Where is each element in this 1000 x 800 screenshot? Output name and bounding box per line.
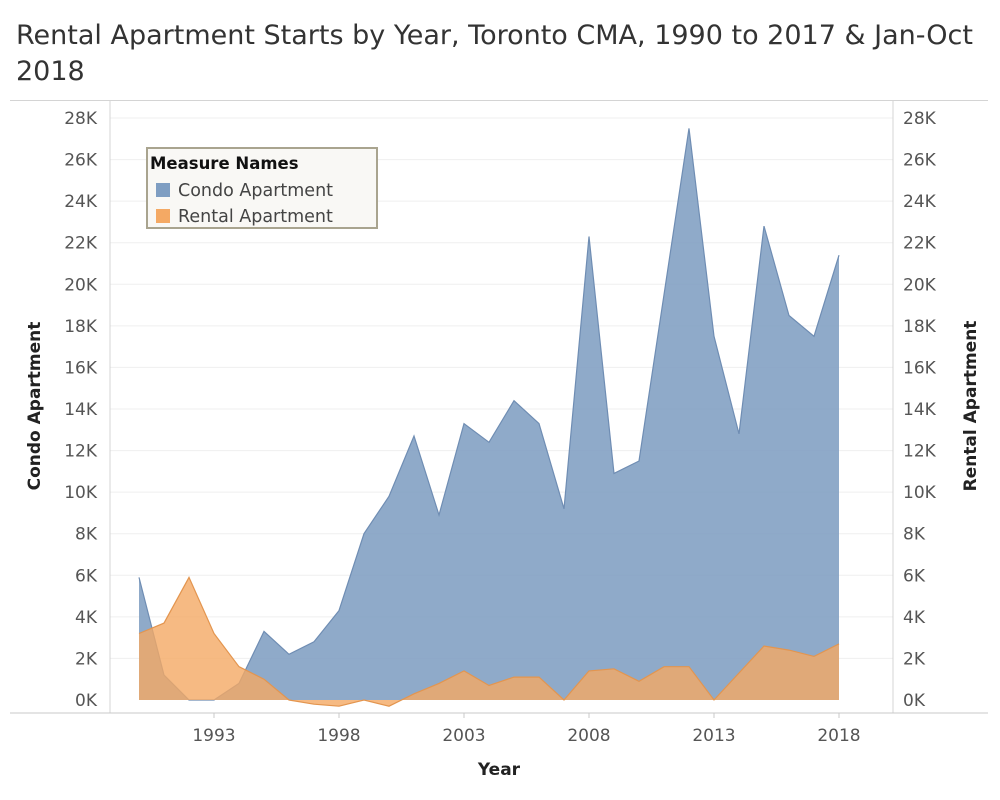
- legend: Measure Names Condo Apartment Rental Apa…: [146, 147, 378, 229]
- y-tick-right: 18K: [903, 317, 937, 337]
- x-tick-label: 2018: [817, 726, 860, 746]
- x-tick-label: 1993: [192, 726, 235, 746]
- legend-label-condo: Condo Apartment: [178, 181, 334, 201]
- x-tick-label: 2008: [567, 726, 610, 746]
- area-rental-apartment: [139, 577, 839, 707]
- x-tick-label: 2003: [442, 726, 485, 746]
- title-divider: [10, 100, 988, 101]
- x-tick-label: 1998: [317, 726, 360, 746]
- y-tick-right: 16K: [903, 358, 937, 378]
- y-tick-right: 2K: [903, 649, 926, 669]
- line-condo-apartment: [138, 128, 840, 701]
- y-tick-left: 2K: [75, 649, 98, 669]
- legend-item-rental[interactable]: Rental Apartment: [156, 207, 333, 229]
- y-axis-right: 0K 2K 4K 6K 8K 10K 12K 14K 16K 18K 20K 22K 24K 26K 28K: [903, 109, 937, 711]
- y-tick-right: 14K: [903, 400, 937, 420]
- y-tick-right: 8K: [903, 525, 926, 545]
- y-tick-left: 26K: [64, 151, 98, 171]
- y-tick-left: 22K: [64, 234, 98, 254]
- y-tick-right: 0K: [903, 691, 926, 711]
- y-tick-left: 24K: [64, 192, 98, 212]
- y-tick-right: 6K: [903, 566, 926, 586]
- x-tick-label: 2013: [692, 726, 735, 746]
- legend-label-rental: Rental Apartment: [178, 207, 333, 227]
- y-tick-left: 18K: [64, 317, 98, 337]
- y-tick-left: 8K: [75, 525, 98, 545]
- y-axis-right-title: Rental Apartment: [961, 321, 981, 492]
- y-tick-right: 10K: [903, 483, 937, 503]
- y-tick-right: 22K: [903, 234, 937, 254]
- y-tick-right: 20K: [903, 275, 937, 295]
- line-rental-apartment: [138, 576, 840, 707]
- chart-title: Rental Apartment Starts by Year, Toronto…: [16, 20, 973, 87]
- y-tick-left: 28K: [64, 109, 98, 129]
- x-axis-title: Year: [477, 760, 521, 780]
- y-tick-right: 24K: [903, 192, 937, 212]
- area-condo-apartment: [139, 128, 839, 700]
- legend-swatch-rental: [156, 209, 170, 223]
- y-tick-left: 14K: [64, 400, 98, 420]
- y-tick-left: 16K: [64, 358, 98, 378]
- series-areas: [138, 128, 840, 707]
- y-tick-left: 12K: [64, 442, 98, 462]
- plot-frame: [10, 101, 988, 714]
- y-tick-left: 10K: [64, 483, 98, 503]
- legend-swatch-condo: [156, 183, 170, 197]
- y-axis-left: 0K 2K 4K 6K 8K 10K 12K 14K 16K 18K 20K 22K 24K 26K 28K: [64, 109, 98, 711]
- y-tick-right: 26K: [903, 151, 937, 171]
- y-tick-left: 4K: [75, 608, 98, 628]
- y-tick-right: 4K: [903, 608, 926, 628]
- y-axis-left-title: Condo Apartment: [25, 322, 45, 491]
- x-axis: 1993 1998 2003 2008 2013 2018: [192, 713, 861, 746]
- y-tick-left: 0K: [75, 691, 98, 711]
- y-tick-left: 6K: [75, 566, 98, 586]
- y-tick-right: 12K: [903, 442, 937, 462]
- y-tick-right: 28K: [903, 109, 937, 129]
- legend-item-condo[interactable]: Condo Apartment: [156, 181, 333, 203]
- legend-title: Measure Names: [150, 154, 299, 173]
- y-tick-left: 20K: [64, 275, 98, 295]
